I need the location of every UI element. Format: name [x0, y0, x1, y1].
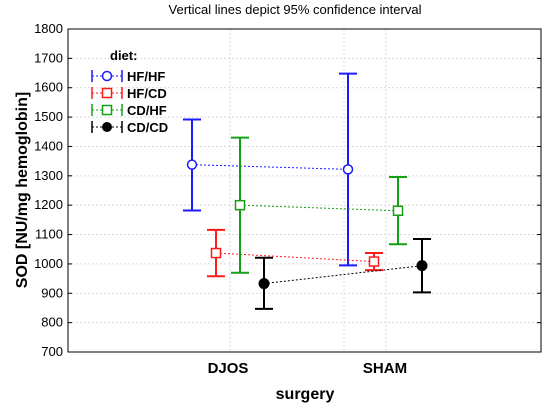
legend-marker	[103, 89, 112, 98]
y-tick-label: 900	[41, 285, 63, 300]
y-tick-label: 1400	[34, 138, 63, 153]
data-point	[188, 160, 197, 169]
legend-marker	[103, 72, 112, 81]
y-tick-label: 700	[41, 344, 63, 359]
y-tick-label: 1800	[34, 21, 63, 36]
series-connector	[264, 266, 422, 284]
y-tick-label: 1200	[34, 197, 63, 212]
y-tick-label: 1300	[34, 168, 63, 183]
x-tick-label: DJOS	[208, 360, 249, 377]
y-tick-label: 1000	[34, 256, 63, 271]
series-connector	[192, 165, 348, 170]
legend-marker	[102, 122, 112, 132]
x-tick-label: SHAM	[363, 360, 407, 377]
data-point	[212, 249, 221, 258]
series-hf-cd	[207, 230, 383, 276]
data-point	[370, 257, 379, 266]
y-tick-label: 1100	[35, 227, 63, 242]
chart-title: Vertical lines depict 95% confidence int…	[169, 2, 422, 17]
series-connector	[240, 205, 398, 211]
y-tick-label: 1600	[34, 80, 63, 95]
data-point	[394, 206, 403, 215]
data-point	[417, 261, 427, 271]
y-tick-label: 1500	[34, 109, 63, 124]
data-point	[259, 279, 269, 289]
legend-label: CD/HF	[127, 103, 167, 118]
y-tick-label: 1700	[34, 50, 63, 65]
y-axis-label: SOD [NU/mg hemoglobin]	[14, 92, 31, 288]
data-point	[236, 201, 245, 210]
legend-label: HF/CD	[127, 86, 167, 101]
legend-marker	[103, 106, 112, 115]
series-cd-cd	[255, 239, 431, 309]
y-tick-label: 800	[41, 315, 63, 330]
series-hf-hf	[183, 74, 357, 266]
legend-label: CD/CD	[127, 120, 168, 135]
legend-label: HF/HF	[127, 69, 165, 84]
legend-title: diet:	[110, 48, 137, 63]
x-axis-label: surgery	[276, 386, 335, 403]
legend: diet: HF/HF HF/CD CD/HF CD/CD	[92, 48, 168, 135]
data-point	[344, 165, 353, 174]
